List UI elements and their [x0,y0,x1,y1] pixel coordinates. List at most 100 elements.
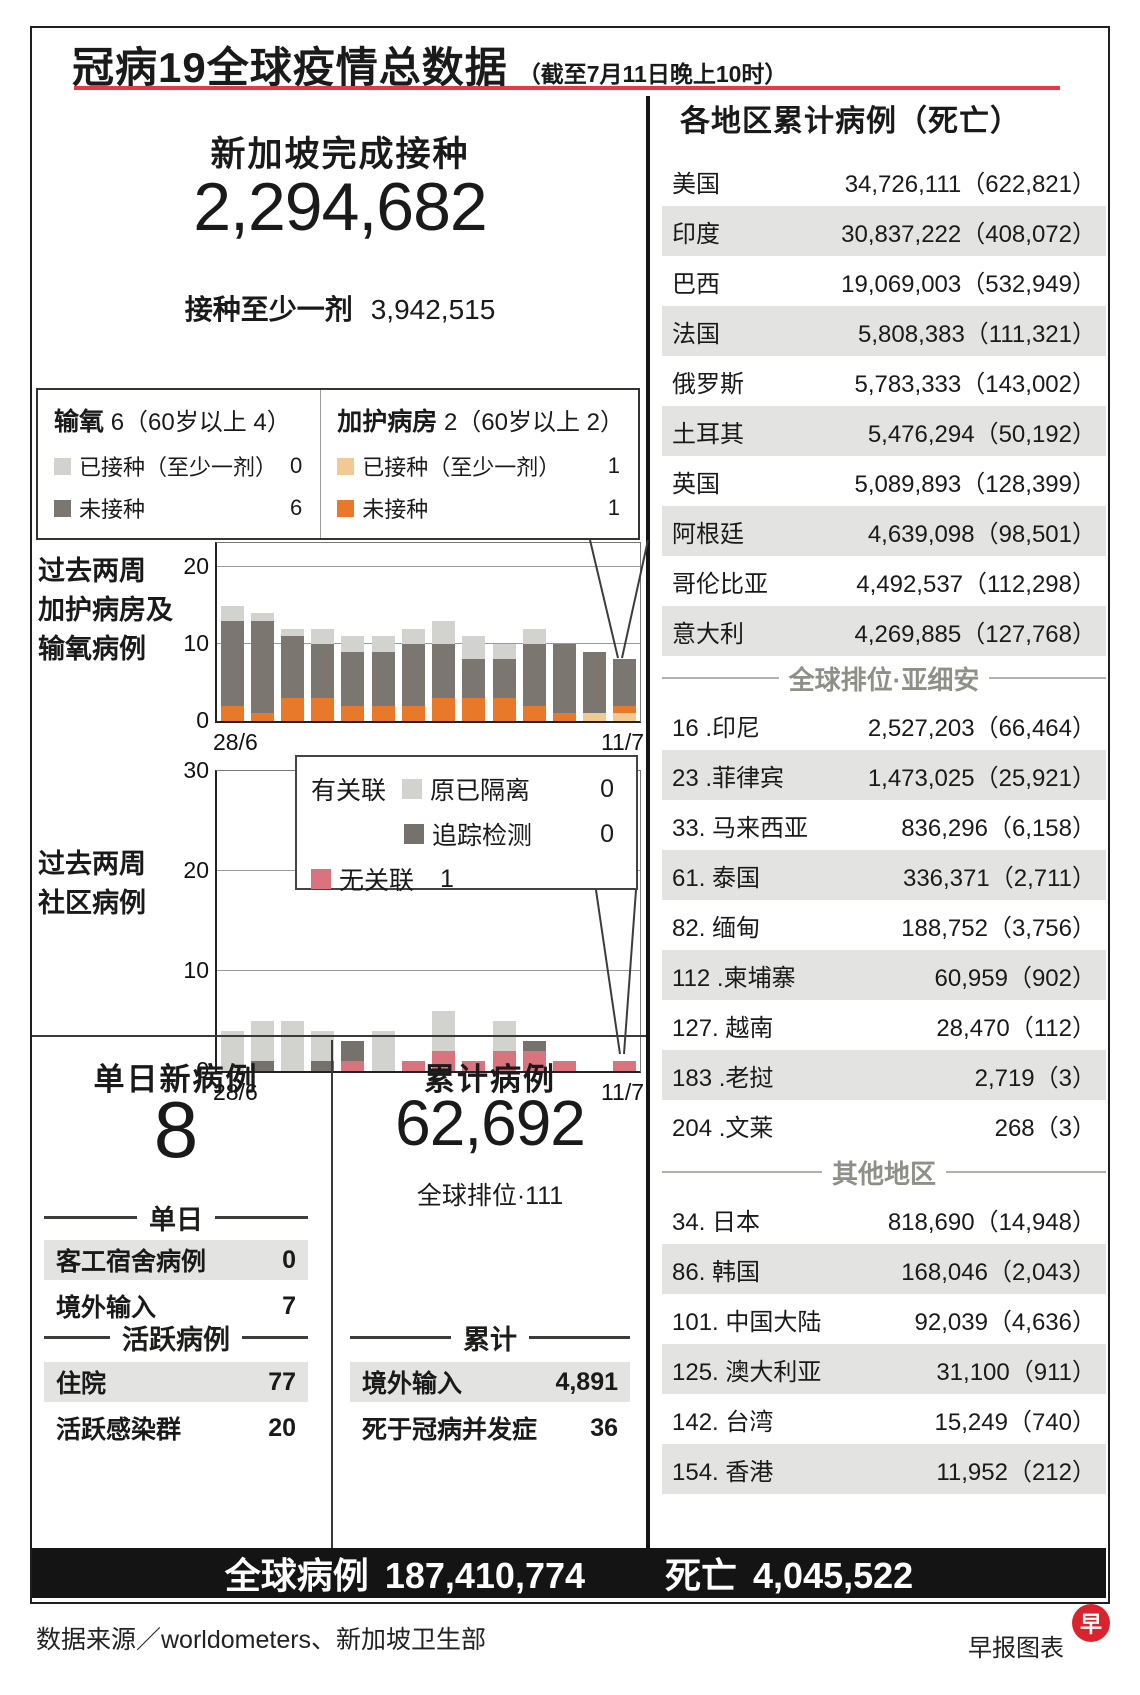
bar-segment [401,644,425,706]
bar-segment [311,644,335,698]
bar-segment [432,1011,456,1051]
region-row: 142. 台湾 15,249（740） [672,1408,1096,1436]
zaobao-logo-icon: 早 [1072,1604,1110,1642]
legend-linked-surveillance: 追踪检测 0 [404,816,620,852]
bar-segment [220,620,244,706]
bar-segment [401,705,425,721]
right-column-divider [646,96,650,1548]
stat-row: 活跃感染群 20 [56,1413,296,1445]
region-row: 127. 越南 28,470（112） [672,1014,1096,1042]
chart1-callout-lines [589,540,649,659]
bar-segment [552,713,576,721]
region-row: 125. 澳大利亚 31,100（911） [662,1344,1106,1394]
gridline [217,643,640,644]
bar-segment [341,705,365,721]
region-row: 183 .老挝 2,719（3） [662,1050,1106,1100]
darkgray-swatch-icon [404,824,424,844]
regions-top-list: 美国 34,726,111（622,821） 印度 30,837,222（408,07… [662,156,1106,656]
orange-swatch-icon [337,499,355,517]
icu-title: 加护病房 2（60岁以上 2） [337,408,624,436]
severity-box: 输氧 6（60岁以上 4） 已接种（至少一剂） 0 未接种 6 加护病房 2（6… [36,388,640,540]
bar-segment [492,659,516,698]
y-tick-label: 10 [183,630,209,656]
bar-segment [220,705,244,721]
bar-segment [552,644,576,714]
global-deaths: 死亡 4,045,522 [665,1555,914,1596]
y-tick-label: 0 [196,1057,209,1083]
region-row: 33. 马来西亚 836,296（6,158） [672,814,1096,842]
bar-segment [492,697,516,721]
cumulative-heading: 累计病例 [424,1062,556,1097]
region-row: 101. 中国大陆 92,039（4,636） [672,1308,1096,1336]
bar-segment [462,1061,486,1071]
bar-segment [432,1051,456,1071]
region-row: 巴西 19,069,003（532,949） [672,270,1096,298]
bar-segment [401,1061,425,1071]
cumulative-divider: 累计 [350,1318,630,1357]
title-underline [74,86,1060,90]
lightgray-swatch-icon [54,457,71,475]
bar-segment [371,705,395,721]
bar-segment [522,628,546,644]
bar-segment [613,1061,637,1071]
cumulative-global-rank: 全球排位·111 [416,1182,564,1210]
stat-row: 死于冠病并发症 36 [362,1413,618,1445]
regions-heading: 各地区累计病例（死亡） [680,105,1021,138]
bar-segment [492,1051,516,1071]
tan-swatch-icon [337,457,355,475]
bar-segment [583,651,607,714]
bar-segment [311,628,335,644]
y-tick-label: 20 [183,553,209,579]
chart2-legend-box: 有关联 原已隔离 0 追踪检测 0 无关联 1 [295,755,638,895]
region-row: 204 .文莱 268（3） [672,1114,1096,1142]
region-row: 16 .印尼 2,527,203（66,464） [672,714,1096,742]
bar-segment [583,713,607,721]
others-section-header: 其他地区 [662,1150,1107,1194]
page-title: 冠病19全球疫情总数据 [72,44,508,91]
y-tick-label: 20 [183,857,209,883]
bar-segment [462,659,486,698]
vaccination-heading: 新加坡完成接种 [210,135,470,174]
icu-unvaccinated-row: 未接种 1 [337,492,624,524]
region-row: 82. 缅甸 188,752（3,756） [672,914,1096,942]
bar-segment [522,705,546,721]
bar-segment [311,1061,335,1071]
icu-panel: 加护病房 2（60岁以上 2） 已接种（至少一剂） 1 未接种 1 [321,390,638,538]
bar-segment [522,1041,546,1051]
vaccination-completed-value: 2,294,682 [193,169,488,245]
region-row: 154. 香港 11,952（212） [662,1444,1106,1494]
region-row: 美国 34,726,111（622,821） [672,170,1096,198]
dose1-label: 接种至少一剂 [184,294,353,325]
legend-linked-quarantined: 有关联 原已隔离 0 [311,774,614,806]
global-totals-bar: 全球病例 187,410,774 死亡 4,045,522 [32,1548,1106,1598]
bar-segment [432,644,456,698]
x-tick-last: 11/7 [600,729,644,755]
regions-panel: 各地区累计病例（死亡） 美国 34,726,111（622,821） 印度 30,83… [662,96,1107,1494]
region-row: 印度 30,837,222（408,072） [662,206,1106,256]
credit-label: 早报图表 [968,1635,1064,1662]
oxygen-vaccinated-row: 已接种（至少一剂） 0 [54,450,306,482]
bar-segment [341,1041,365,1061]
region-row: 86. 韩国 168,046（2,043） [662,1244,1106,1294]
cumulative-value: 62,692 [395,1087,586,1159]
bar-segment [281,697,305,721]
bar-segment [522,644,546,706]
bar-segment [401,628,425,644]
active-rows-group: 住院 77 活跃感染群 20 [44,1362,308,1448]
bar-segment [220,605,244,621]
legend-unlinked: 无关联 1 [311,861,620,897]
bar-segment [552,1061,576,1071]
daily-cases-heading: 单日新病例 [93,1062,259,1097]
bar-segment [281,1021,305,1071]
gridline [217,970,640,971]
bar-segment [281,636,305,698]
title-asof: （截至7月11日晚上10时） [517,61,788,87]
bar-segment [220,1031,244,1071]
y-tick-label: 30 [183,757,209,783]
region-row: 意大利 4,269,885（127,768） [662,606,1106,656]
daily-divider: 单日 [44,1198,308,1237]
bar-segment [432,620,456,644]
stat-row: 境外输入 4,891 [350,1362,630,1402]
region-row: 法国 5,808,383（111,321） [662,306,1106,356]
bar-segment [371,1031,395,1071]
